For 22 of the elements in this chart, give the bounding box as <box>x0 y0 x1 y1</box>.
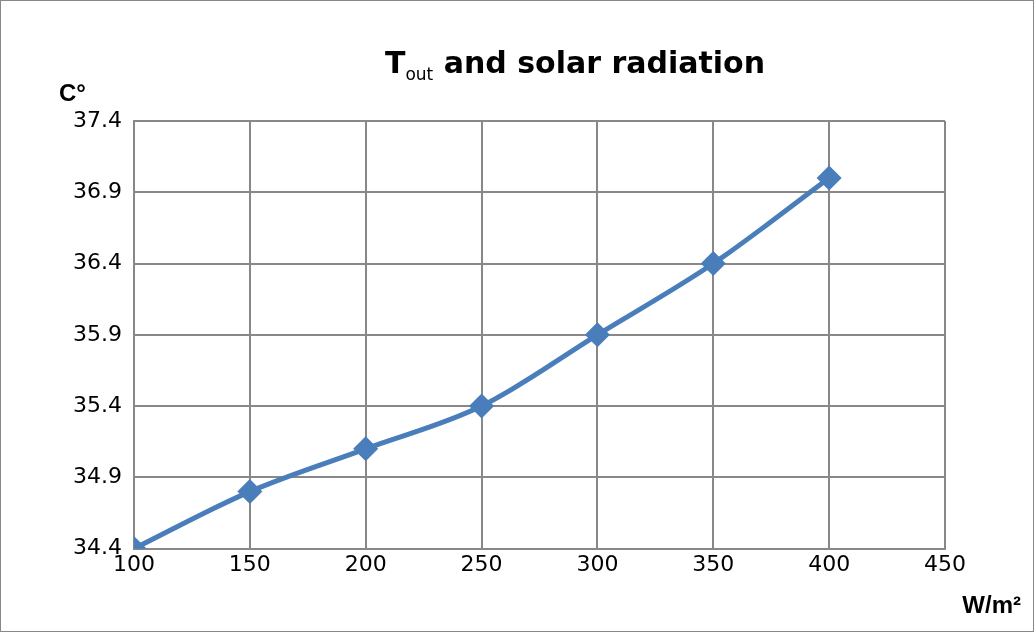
chart-title: T$_{out}$ and solar radiation <box>383 45 767 84</box>
point <box>701 252 725 276</box>
x-axis-title: W/m² <box>962 591 1021 619</box>
y-axis-title: C° <box>59 79 86 107</box>
y-tick-label: 34.9 <box>73 463 122 489</box>
x-tick-label: 400 <box>808 550 851 576</box>
y-tick-label: 35.9 <box>73 320 122 346</box>
y-tick-label: 35.4 <box>73 391 122 417</box>
x-tick-label: 450 <box>924 550 966 576</box>
x-tick-label: 300 <box>576 550 619 576</box>
point <box>238 480 262 504</box>
point <box>585 323 609 347</box>
point <box>354 437 378 461</box>
x-tick-label: 350 <box>692 550 735 576</box>
x-tick-label: 200 <box>344 550 387 576</box>
x-tick-label: 250 <box>460 550 503 576</box>
y-tick-label: 36.9 <box>73 177 122 203</box>
y-tick-label: 37.4 <box>73 106 122 132</box>
point <box>470 394 494 418</box>
point <box>817 166 841 190</box>
x-tick-label: 150 <box>228 550 271 576</box>
y-tick-label: 36.4 <box>73 249 122 275</box>
